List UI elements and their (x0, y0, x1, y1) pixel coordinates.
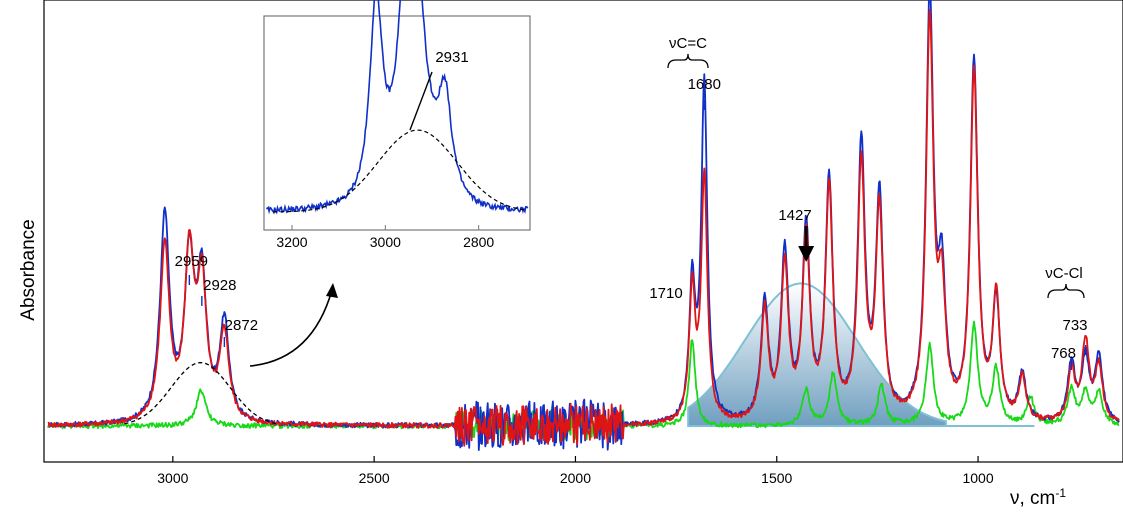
peak-label-2872: 2872 (225, 317, 258, 334)
inset-x-tick-label-2800: 2800 (463, 234, 494, 250)
y-axis-title: Absorbance (18, 219, 39, 320)
peak-label-768: 768 (1051, 345, 1076, 362)
group-label-vcc: νC=C (669, 35, 707, 52)
main-plot: 3000 2500 2000 1500 1000 2959 2928 2872 1680 1710… (43, 0, 1123, 486)
series-line-blue (47, 0, 1120, 451)
dashed-gaussian-component (124, 361, 278, 425)
peak-label-1710: 1710 (649, 285, 682, 302)
plot-frame (43, 0, 1123, 463)
peak-label-2928: 2928 (203, 277, 236, 294)
x-tick-label-1000: 1000 (962, 470, 993, 486)
arrow-1427-head (798, 246, 815, 262)
brace-vccl (1047, 283, 1085, 299)
inset-pointer-2931 (409, 71, 433, 131)
x-tick-label-3000: 3000 (157, 470, 188, 486)
x-tick-label-2500: 2500 (359, 470, 390, 486)
shaded-gaussian-band (687, 282, 947, 427)
inset-dashed-gaussian (273, 129, 526, 213)
inset-x-tick-label-3000: 3000 (370, 234, 401, 250)
brace-vcc (667, 53, 709, 69)
inset-peak-label-2931: 2931 (435, 49, 468, 66)
x-axis-title: ν, cm-1 (1010, 486, 1066, 509)
x-axis-title-text: ν, cm (1010, 488, 1055, 509)
curved-arrow-to-inset (249, 289, 333, 367)
x-tick-label-2000: 2000 (560, 470, 591, 486)
inset-series-line (266, 0, 529, 215)
peak-label-1427: 1427 (778, 207, 811, 224)
inset-x-tick-label-3200: 3200 (276, 234, 307, 250)
curved-arrow-head (326, 283, 338, 298)
x-tick-label-1500: 1500 (761, 470, 792, 486)
series-line-red (47, 9, 1120, 447)
inset-plot: 3200 3000 2800 2931 (263, 0, 531, 250)
peak-label-1680: 1680 (688, 76, 721, 93)
x-axis-title-superscript: -1 (1055, 486, 1066, 500)
peak-label-733: 733 (1062, 317, 1087, 334)
group-label-vccl: νC-Cl (1045, 265, 1083, 282)
peak-label-2959: 2959 (175, 253, 208, 270)
